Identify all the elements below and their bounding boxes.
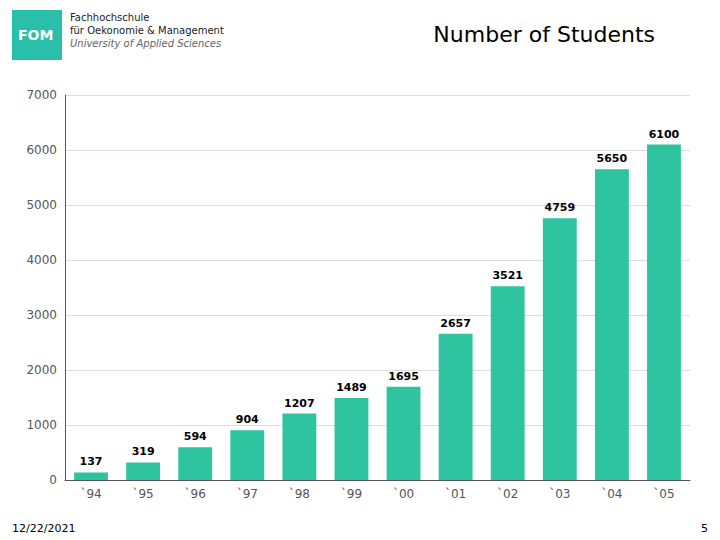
svg-text:6000: 6000 <box>26 143 57 157</box>
svg-text:319: 319 <box>132 445 155 458</box>
svg-text:`96: `96 <box>185 487 206 501</box>
svg-text:`98: `98 <box>289 487 310 501</box>
svg-text:`01: `01 <box>445 487 466 501</box>
svg-text:`99: `99 <box>341 487 362 501</box>
svg-text:`03: `03 <box>549 487 570 501</box>
svg-text:`05: `05 <box>653 487 674 501</box>
svg-text:Fachhochschule: Fachhochschule <box>70 12 149 23</box>
svg-text:3000: 3000 <box>26 308 57 322</box>
svg-text:`97: `97 <box>237 487 258 501</box>
svg-text:2000: 2000 <box>26 363 57 377</box>
svg-text:`95: `95 <box>132 487 153 501</box>
svg-text:594: 594 <box>184 430 207 443</box>
svg-text:904: 904 <box>236 413 259 426</box>
svg-text:0: 0 <box>49 473 57 487</box>
svg-text:1695: 1695 <box>388 370 419 383</box>
svg-text:Number of Students: Number of Students <box>433 22 655 47</box>
svg-text:3521: 3521 <box>492 269 523 282</box>
svg-text:12/22/2021: 12/22/2021 <box>12 522 75 535</box>
svg-text:`00: `00 <box>393 487 414 501</box>
svg-text:5650: 5650 <box>597 152 628 165</box>
svg-text:1489: 1489 <box>336 381 367 394</box>
svg-text:5: 5 <box>701 522 708 535</box>
svg-text:4000: 4000 <box>26 253 57 267</box>
svg-text:5000: 5000 <box>26 198 57 212</box>
svg-text:für Oekonomie & Management: für Oekonomie & Management <box>70 25 224 36</box>
svg-text:`94: `94 <box>80 487 101 501</box>
svg-text:1207: 1207 <box>284 397 315 410</box>
svg-text:1000: 1000 <box>26 418 57 432</box>
svg-text:6100: 6100 <box>649 128 680 141</box>
svg-text:`04: `04 <box>601 487 622 501</box>
svg-text:7000: 7000 <box>26 88 57 102</box>
svg-text:2657: 2657 <box>440 317 471 330</box>
svg-text:4759: 4759 <box>544 201 575 214</box>
svg-text:137: 137 <box>80 455 103 468</box>
svg-text:FOM: FOM <box>18 27 53 43</box>
svg-text:`02: `02 <box>497 487 518 501</box>
svg-text:University of Applied Sciences: University of Applied Sciences <box>70 38 221 49</box>
